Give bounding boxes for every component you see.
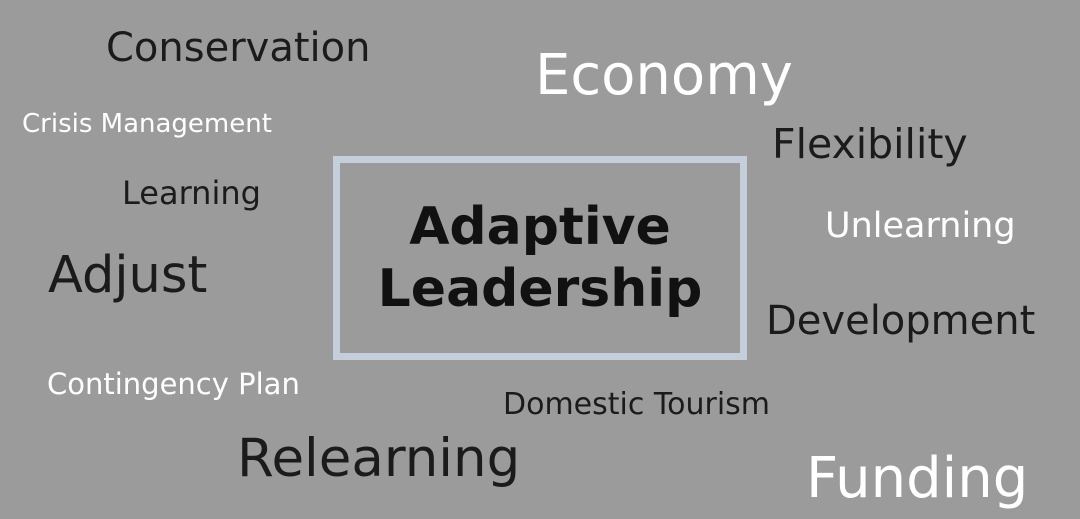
word-crisis-management: Crisis Management (22, 109, 272, 139)
word-flexibility: Flexibility (772, 120, 968, 168)
center-title-line-2: Leadership (377, 259, 703, 319)
word-funding: Funding (806, 446, 1029, 511)
word-economy: Economy (535, 43, 793, 108)
word-domestic-tourism: Domestic Tourism (503, 387, 771, 422)
word-development: Development (766, 298, 1036, 344)
center-title-line-1: Adaptive (409, 196, 671, 257)
word-relearning: Relearning (237, 428, 521, 489)
word-unlearning: Unlearning (825, 206, 1016, 246)
word-contingency-plan: Contingency Plan (47, 367, 300, 401)
center-concept-box: Adaptive Leadership (333, 156, 747, 360)
word-learning: Learning (122, 174, 261, 212)
word-adjust: Adjust (48, 246, 208, 305)
word-conservation: Conservation (106, 25, 371, 71)
